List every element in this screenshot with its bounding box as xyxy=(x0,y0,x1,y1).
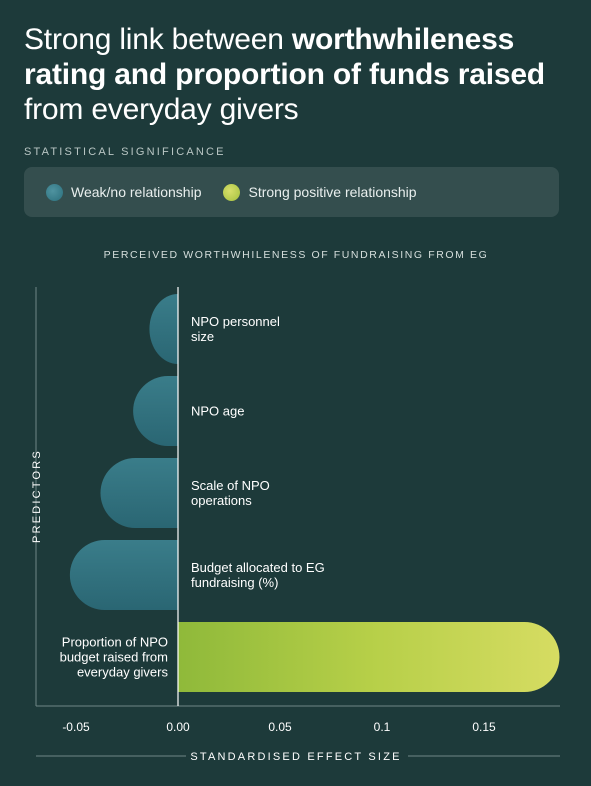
x-tick-label-2: 0.05 xyxy=(268,720,292,734)
category-label-line: Scale of NPO xyxy=(191,478,270,493)
x-axis-label: STANDARDISED EFFECT SIZE xyxy=(190,751,401,763)
title-part-3: from everyday givers xyxy=(24,93,299,126)
legend-item-weak: Weak/no relationship xyxy=(46,183,202,201)
category-label-line: everyday givers xyxy=(77,665,169,680)
category-label-line: size xyxy=(191,329,214,344)
legend: Weak/no relationship Strong positive rel… xyxy=(24,167,559,217)
category-label-line: budget raised from xyxy=(60,650,168,665)
x-tick-label-1: 0.00 xyxy=(166,720,190,734)
legend-strong-label: Strong positive relationship xyxy=(248,184,417,200)
category-label-line: NPO age xyxy=(191,404,244,419)
x-tick-label-4: 0.15 xyxy=(472,720,496,734)
bar-weak-0 xyxy=(149,294,178,364)
y-axis-label: PREDICTORS xyxy=(31,449,43,543)
category-label-2: Scale of NPO operations xyxy=(191,478,270,508)
category-label-4: Proportion of NPO budget raised from every… xyxy=(60,635,169,680)
bar-strong-4 xyxy=(178,622,560,692)
bar-weak-2 xyxy=(100,458,178,528)
category-label-3: Budget allocated to EG fundraising (%) xyxy=(191,560,325,590)
x-tick-label-0: -0.05 xyxy=(62,720,90,734)
x-tick-label-3: 0.1 xyxy=(374,720,391,734)
category-label-line: operations xyxy=(191,493,252,508)
legend-item-strong: Strong positive relationship xyxy=(223,183,417,201)
category-label-line: Budget allocated to EG xyxy=(191,560,325,575)
title-part-2: worthwhileness rating and proportion of … xyxy=(24,23,545,91)
category-label-line: fundraising (%) xyxy=(191,575,278,590)
chart-subtitle: PERCEIVED WORTHWHILENESS OF FUNDRAISING … xyxy=(104,249,489,261)
category-label-0: NPO personnel size xyxy=(191,314,280,344)
bar-weak-3 xyxy=(69,540,178,610)
chart-title: Strong link between worthwhileness ratin… xyxy=(24,22,576,127)
bar-weak-1 xyxy=(133,376,178,446)
weak-relationship-dot-icon xyxy=(46,183,63,201)
legend-weak-label: Weak/no relationship xyxy=(71,184,202,200)
strong-relationship-dot-icon xyxy=(223,183,241,201)
category-label-1: NPO age xyxy=(191,404,244,419)
category-label-line: NPO personnel xyxy=(191,314,280,329)
category-label-line: Proportion of NPO xyxy=(62,635,168,650)
title-part-1: Strong link between xyxy=(24,23,292,56)
significance-section-label: STATISTICAL SIGNIFICANCE xyxy=(24,146,226,158)
